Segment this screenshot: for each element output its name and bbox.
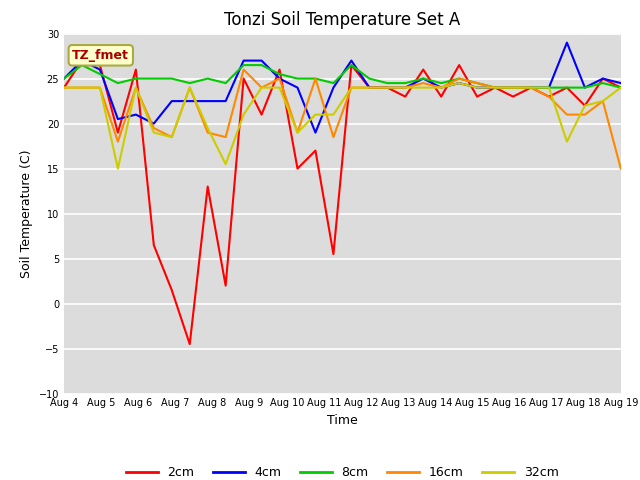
Title: Tonzi Soil Temperature Set A: Tonzi Soil Temperature Set A	[224, 11, 461, 29]
Y-axis label: Soil Temperature (C): Soil Temperature (C)	[20, 149, 33, 278]
Text: TZ_fmet: TZ_fmet	[72, 49, 129, 62]
X-axis label: Time: Time	[327, 414, 358, 427]
Legend: 2cm, 4cm, 8cm, 16cm, 32cm: 2cm, 4cm, 8cm, 16cm, 32cm	[122, 461, 563, 480]
